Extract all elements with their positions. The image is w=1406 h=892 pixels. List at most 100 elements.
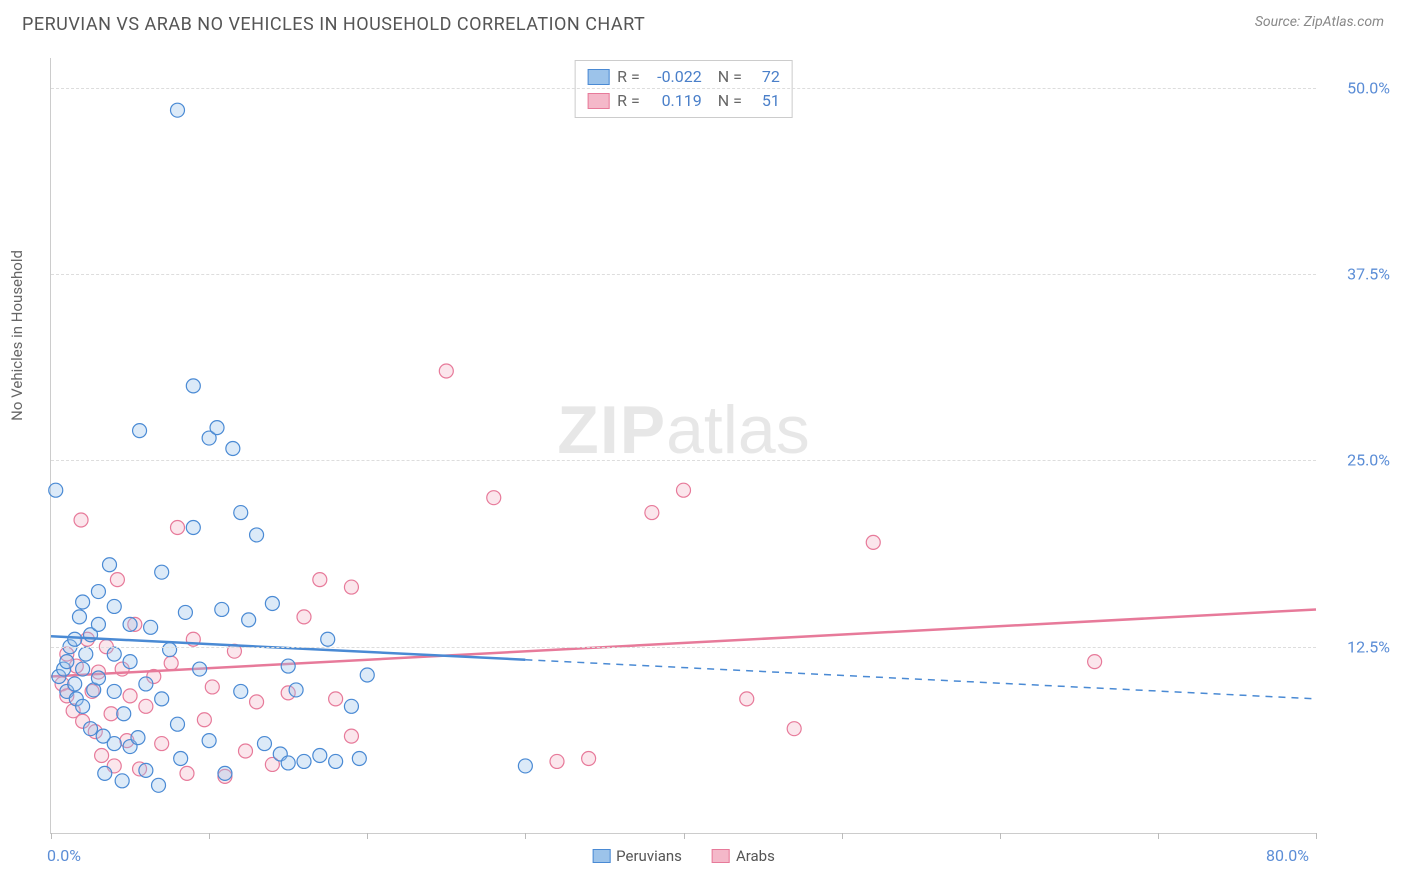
chart-title: PERUVIAN VS ARAB NO VEHICLES IN HOUSEHOL… [22, 14, 645, 35]
data-point [265, 596, 279, 610]
data-point [281, 756, 295, 770]
x-tick-label: 0.0% [47, 846, 81, 865]
legend-label: Peruvians [616, 847, 682, 865]
data-point [74, 513, 88, 527]
data-point [76, 662, 90, 676]
data-point [171, 717, 185, 731]
x-tick [1316, 833, 1317, 839]
data-point [163, 643, 177, 657]
data-point [439, 364, 453, 378]
x-tick-label: 80.0% [1266, 846, 1309, 865]
data-point [84, 722, 98, 736]
data-point [313, 573, 327, 587]
data-point [144, 620, 158, 634]
trend-line-dashed [525, 660, 1316, 699]
y-tick-label: 12.5% [1347, 637, 1390, 656]
gridline [51, 88, 1316, 89]
data-point [180, 766, 194, 780]
data-point [740, 692, 754, 706]
x-tick [1158, 833, 1159, 839]
y-axis-title: No Vehicles in Household [8, 250, 26, 421]
data-point [210, 421, 224, 435]
data-point [645, 506, 659, 520]
data-point [250, 695, 264, 709]
data-point [123, 655, 137, 669]
data-point [174, 751, 188, 765]
data-point [155, 737, 169, 751]
data-point [133, 424, 147, 438]
data-point [281, 659, 295, 673]
legend-swatch-peruvians [592, 849, 610, 863]
plot-svg [51, 58, 1316, 833]
data-point [344, 580, 358, 594]
x-tick [684, 833, 685, 839]
data-point [344, 699, 358, 713]
data-point [107, 737, 121, 751]
data-point [238, 744, 252, 758]
data-point [234, 684, 248, 698]
y-tick-label: 25.0% [1347, 451, 1390, 470]
data-point [107, 599, 121, 613]
data-point [68, 677, 82, 691]
data-point [115, 774, 129, 788]
legend-item-peruvians: Peruvians [592, 847, 682, 865]
data-point [131, 731, 145, 745]
data-point [197, 713, 211, 727]
data-point [164, 656, 178, 670]
x-tick [51, 833, 52, 839]
data-point [110, 573, 124, 587]
data-point [91, 617, 105, 631]
data-point [257, 737, 271, 751]
data-point [171, 520, 185, 534]
scatter-chart: No Vehicles in Household ZIPatlas R = -0… [50, 58, 1316, 834]
data-point [313, 749, 327, 763]
y-tick-label: 37.5% [1347, 265, 1390, 284]
data-point [226, 441, 240, 455]
data-point [218, 766, 232, 780]
data-point [329, 692, 343, 706]
data-point [139, 699, 153, 713]
data-point [91, 671, 105, 685]
data-point [186, 379, 200, 393]
data-point [60, 655, 74, 669]
data-point [186, 520, 200, 534]
data-point [344, 729, 358, 743]
legend-bottom: Peruvians Arabs [592, 847, 775, 865]
x-tick [1000, 833, 1001, 839]
data-point [550, 754, 564, 768]
gridline [51, 274, 1316, 275]
data-point [171, 103, 185, 117]
data-point [117, 707, 131, 721]
data-point [104, 707, 118, 721]
gridline [51, 647, 1316, 648]
data-point [152, 778, 166, 792]
data-point [215, 602, 229, 616]
data-point [49, 483, 63, 497]
data-point [202, 734, 216, 748]
data-point [95, 749, 109, 763]
data-point [79, 647, 93, 661]
legend-swatch-arabs [712, 849, 730, 863]
data-point [193, 662, 207, 676]
data-point [866, 535, 880, 549]
legend-item-arabs: Arabs [712, 847, 775, 865]
data-point [139, 677, 153, 691]
trend-line [51, 609, 1316, 676]
data-point [352, 751, 366, 765]
x-tick [367, 833, 368, 839]
data-point [91, 585, 105, 599]
data-point [487, 491, 501, 505]
data-point [582, 751, 596, 765]
data-point [1088, 655, 1102, 669]
data-point [139, 763, 153, 777]
trend-line [51, 636, 525, 659]
legend-label: Arabs [736, 847, 775, 865]
x-tick [525, 833, 526, 839]
data-point [155, 565, 169, 579]
data-point [123, 617, 137, 631]
data-point [68, 632, 82, 646]
data-point [72, 610, 86, 624]
data-point [787, 722, 801, 736]
data-point [518, 759, 532, 773]
data-point [107, 684, 121, 698]
